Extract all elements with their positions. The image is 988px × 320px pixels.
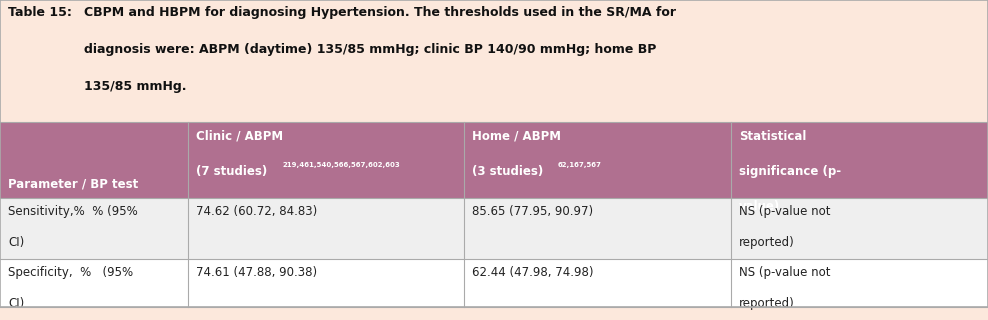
Text: 219,461,540,566,567,602,603: 219,461,540,566,567,602,603 [283, 162, 400, 168]
Text: (3 studies): (3 studies) [472, 165, 543, 178]
Text: Parameter / BP test: Parameter / BP test [8, 177, 138, 190]
Text: 74.62 (60.72, 84.83): 74.62 (60.72, 84.83) [196, 205, 317, 219]
Text: significance (p-: significance (p- [739, 165, 841, 178]
Text: Home / ABPM: Home / ABPM [472, 130, 561, 143]
Bar [0, 198, 988, 259]
Text: Statistical: Statistical [739, 130, 806, 143]
Text: Clinic / ABPM: Clinic / ABPM [196, 130, 283, 143]
Text: CI): CI) [8, 297, 24, 310]
Text: 85.65 (77.95, 90.97): 85.65 (77.95, 90.97) [472, 205, 594, 219]
Text: reported): reported) [739, 236, 794, 249]
Text: Sensitivity,%  % (95%: Sensitivity,% % (95% [8, 205, 137, 219]
Bar [0, 122, 988, 198]
Bar [0, 0, 988, 122]
Text: NS (p-value not: NS (p-value not [739, 205, 831, 219]
Text: diagnosis were: ABPM (daytime) 135/85 mmHg; clinic BP 140/90 mmHg; home BP: diagnosis were: ABPM (daytime) 135/85 mm… [84, 43, 656, 56]
Text: NS (p-value not: NS (p-value not [739, 266, 831, 279]
Text: reported): reported) [739, 297, 794, 310]
Text: Specificity,  %   (95%: Specificity, % (95% [8, 266, 133, 279]
Bar [0, 259, 988, 307]
Text: (7 studies): (7 studies) [196, 165, 267, 178]
Text: 62.44 (47.98, 74.98): 62.44 (47.98, 74.98) [472, 266, 594, 279]
Text: CI): CI) [8, 236, 24, 249]
Text: 74.61 (47.88, 90.38): 74.61 (47.88, 90.38) [196, 266, 317, 279]
Text: 135/85 mmHg.: 135/85 mmHg. [84, 80, 187, 93]
Text: CBPM and HBPM for diagnosing Hypertension. The thresholds used in the SR/MA for: CBPM and HBPM for diagnosing Hypertensio… [84, 6, 676, 20]
Text: 62,167,567: 62,167,567 [557, 162, 601, 168]
Text: Table 15:: Table 15: [8, 6, 72, 20]
Text: value): value) [739, 200, 781, 213]
